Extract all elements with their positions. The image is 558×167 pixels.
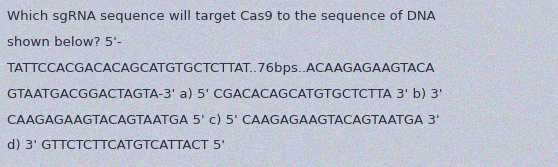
Text: d) 3' GTTCTCTTCATGTCATTACT 5': d) 3' GTTCTCTTCATGTCATTACT 5' <box>7 139 225 152</box>
Text: GTAATGACGGACTAGTA-3' a) 5' CGACACAGCATGTGCTCTTA 3' b) 3': GTAATGACGGACTAGTA-3' a) 5' CGACACAGCATGT… <box>7 88 442 101</box>
Text: CAAGAGAAGTACAGTAATGA 5' c) 5' CAAGAGAAGTACAGTAATGA 3': CAAGAGAAGTACAGTAATGA 5' c) 5' CAAGAGAAGT… <box>7 114 439 127</box>
Text: Which sgRNA sequence will target Cas9 to the sequence of DNA: Which sgRNA sequence will target Cas9 to… <box>7 10 435 23</box>
Text: TATTCCACGACACAGCATGTGCTCTTAT..76bps..ACAAGAGAAGTACA: TATTCCACGACACAGCATGTGCTCTTAT..76bps..ACA… <box>7 62 434 75</box>
Text: shown below? 5'-: shown below? 5'- <box>7 36 121 49</box>
